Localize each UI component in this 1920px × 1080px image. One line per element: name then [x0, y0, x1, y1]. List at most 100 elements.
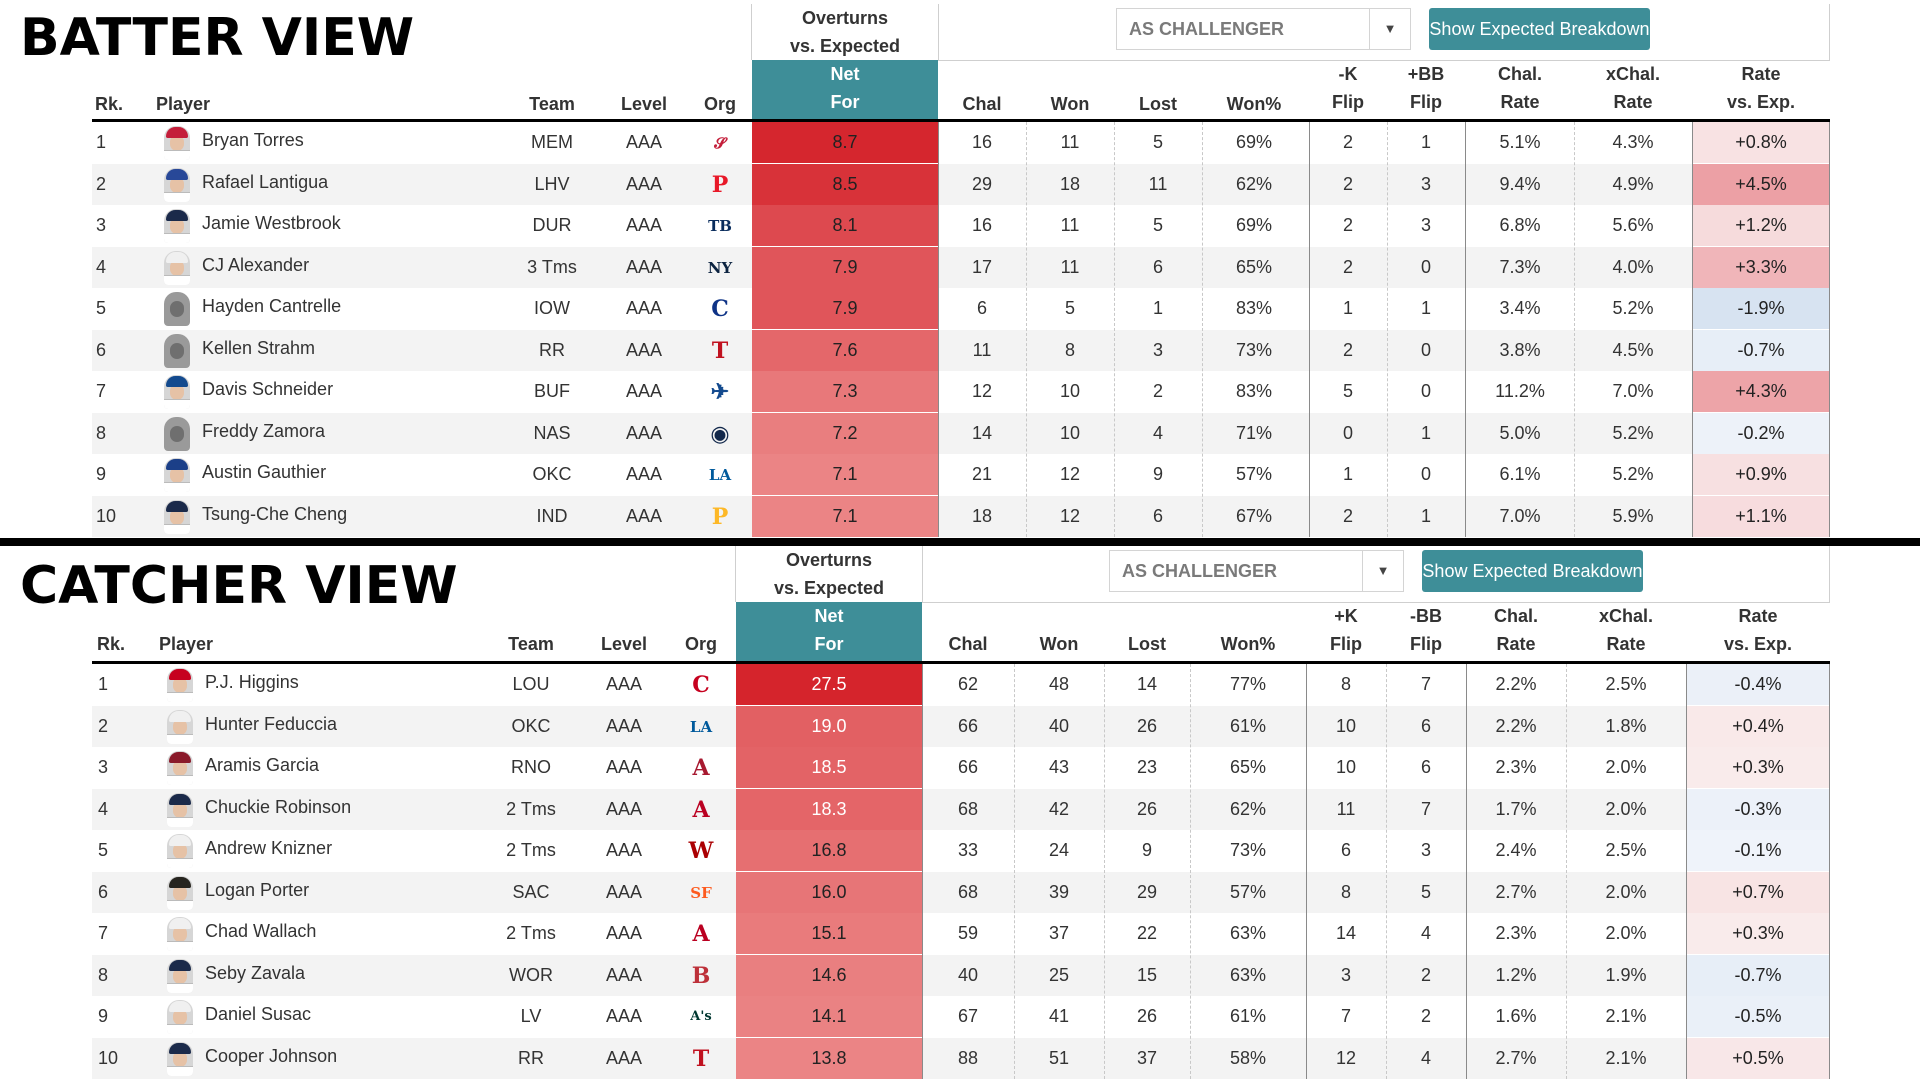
- player-name-link[interactable]: Cooper Johnson: [205, 1045, 338, 1066]
- table-row[interactable]: 7 Davis Schneider BUF AAA ✈ 7.3 12 10 2 83% 5 0 11.2…: [92, 371, 1830, 412]
- chal-rate-header[interactable]: Chal. Rate: [1466, 60, 1574, 116]
- avatar-cap: [166, 459, 188, 470]
- table-row[interactable]: 1 Bryan Torres MEM AAA 𝓢 8.7 16 11 5 69% 2 1 5.1% 4.3…: [92, 122, 1830, 163]
- player-name-link[interactable]: CJ Alexander: [202, 254, 310, 275]
- lost-cell: 4: [1152, 422, 1163, 443]
- lost-header[interactable]: Lost: [1128, 634, 1166, 654]
- player-name-link[interactable]: Hunter Feduccia: [205, 713, 338, 734]
- chal-header[interactable]: Chal: [948, 634, 988, 654]
- player-name-link[interactable]: Andrew Knizner: [205, 838, 333, 858]
- player-name-link[interactable]: Daniel Susac: [205, 1004, 312, 1024]
- chevron-down-icon[interactable]: ▼: [1376, 563, 1390, 578]
- player-header[interactable]: Player: [156, 94, 211, 114]
- chal-rate-cell: 1.7%: [1495, 798, 1537, 819]
- table-row[interactable]: 8 Freddy Zamora NAS AAA ◉ 7.2 14 10 4 71% 0 1 5.0% 5.…: [92, 412, 1830, 454]
- won-pct-header[interactable]: Won%: [1220, 634, 1276, 654]
- rate-vs-exp-header[interactable]: Rate vs. Exp.: [1686, 602, 1830, 658]
- table-row[interactable]: 2 Rafael Lantigua LHV AAA P 8.5 29 18 11 62% 2 3 9.4…: [92, 163, 1830, 205]
- table-row[interactable]: 10 Tsung-Che Cheng IND AAA P 7.1 18 12 6 67% 2 1 7.0…: [92, 495, 1830, 537]
- level-cell: AAA: [605, 923, 643, 943]
- rate-vs-exp-cell: +4.3%: [1692, 371, 1830, 412]
- level-header[interactable]: Level: [600, 634, 648, 654]
- column-rule: [1202, 122, 1203, 537]
- level-cell: AAA: [605, 1047, 643, 1068]
- xchal-rate-header[interactable]: xChal. Rate: [1566, 602, 1686, 658]
- player-name-link[interactable]: Davis Schneider: [202, 379, 334, 399]
- net-for-cell: 7.2: [752, 412, 938, 454]
- k-flip-header[interactable]: -K Flip: [1309, 60, 1387, 116]
- table-row[interactable]: 8 Seby Zavala WOR AAA B 14.6 40 25 15 63% 3 2 1.2% 1.…: [92, 954, 1830, 996]
- table-row[interactable]: 3 Aramis Garcia RNO AAA A 18.5 66 43 23 65% 10 6 2.3…: [92, 747, 1830, 788]
- chal-rate-header[interactable]: Chal. Rate: [1466, 602, 1566, 658]
- player-name-link[interactable]: P.J. Higgins: [205, 672, 299, 692]
- won-header[interactable]: Won: [1039, 634, 1079, 654]
- challenger-dropdown[interactable]: AS CHALLENGER ▼: [1109, 550, 1404, 592]
- table-row[interactable]: 7 Chad Wallach 2 Tms AAA A 15.1 59 37 22 63% 14 4 2.…: [92, 913, 1830, 954]
- table-row[interactable]: 6 Logan Porter SAC AAA SF 16.0 68 39 29 57% 8 5 2.7%…: [92, 871, 1830, 913]
- player-name-link[interactable]: Freddy Zamora: [202, 420, 326, 441]
- show-expected-breakdown-button[interactable]: Show Expected Breakdown: [1429, 8, 1650, 50]
- player-name-link[interactable]: Logan Porter: [205, 879, 310, 900]
- table-row[interactable]: 3 Jamie Westbrook DUR AAA TB 8.1 16 11 5 69% 2 3 6.8…: [92, 205, 1830, 246]
- k-flip-header[interactable]: +K Flip: [1306, 602, 1386, 658]
- avatar-face: [170, 467, 184, 483]
- flip2-cell: 3: [1420, 173, 1431, 194]
- table-row[interactable]: 1 P.J. Higgins LOU AAA C 27.5 62 48 14 77% 8 7 2.2% 2…: [92, 664, 1830, 705]
- won-pct-header[interactable]: Won%: [1226, 94, 1282, 114]
- table-row[interactable]: 6 Kellen Strahm RR AAA T 7.6 11 8 3 73% 2 0 3.8% 4.5%…: [92, 329, 1830, 371]
- flip2-cell: 7: [1420, 674, 1431, 694]
- player-headshot-avatar: [167, 917, 193, 951]
- net-header-line2: For: [814, 634, 844, 654]
- player-name-link[interactable]: Tsung-Che Cheng: [202, 503, 348, 524]
- table-row[interactable]: 9 Austin Gauthier OKC AAA LA 7.1 21 12 9 57% 1 0 6.1…: [92, 454, 1830, 495]
- rank-cell: 6: [96, 339, 107, 360]
- player-name-link[interactable]: Jamie Westbrook: [202, 213, 341, 233]
- player-name-link[interactable]: Bryan Torres: [202, 130, 304, 150]
- player-name-link[interactable]: Austin Gauthier: [202, 462, 327, 482]
- chal-header[interactable]: Chal: [962, 94, 1002, 114]
- won-cell: 43: [1048, 757, 1070, 777]
- player-name-link[interactable]: Aramis Garcia: [205, 755, 320, 775]
- team-header[interactable]: Team: [529, 94, 575, 114]
- bb-flip-header[interactable]: +BB Flip: [1387, 60, 1465, 116]
- header-rule: [751, 4, 752, 60]
- lost-header[interactable]: Lost: [1139, 94, 1177, 114]
- rank-header[interactable]: Rk.: [97, 634, 126, 654]
- player-name-link[interactable]: Seby Zavala: [205, 962, 306, 983]
- table-row[interactable]: 9 Daniel Susac LV AAA A's 14.1 67 41 26 61% 7 2 1.6%…: [92, 996, 1830, 1037]
- chevron-down-icon[interactable]: ▼: [1383, 21, 1397, 36]
- xchal-rate-header[interactable]: xChal. Rate: [1574, 60, 1692, 116]
- bb-flip-header[interactable]: -BB Flip: [1386, 602, 1466, 658]
- won-header[interactable]: Won: [1050, 94, 1090, 114]
- player-name-link[interactable]: Chuckie Robinson: [205, 796, 352, 817]
- rate-vs-exp-header[interactable]: Rate vs. Exp.: [1692, 60, 1830, 116]
- table-row[interactable]: 5 Andrew Knizner 2 Tms AAA W 16.8 33 24 9 73% 6 3 2.…: [92, 830, 1830, 871]
- level-header[interactable]: Level: [620, 94, 668, 114]
- challenger-dropdown[interactable]: AS CHALLENGER ▼: [1116, 8, 1411, 50]
- lost-cell: 5: [1152, 132, 1163, 152]
- header-underline: [92, 661, 1830, 664]
- org-header[interactable]: Org: [684, 634, 717, 654]
- org-header[interactable]: Org: [703, 94, 736, 114]
- show-expected-breakdown-button[interactable]: Show Expected Breakdown: [1422, 550, 1643, 592]
- player-name-link[interactable]: Hayden Cantrelle: [202, 296, 342, 316]
- table-row[interactable]: 4 Chuckie Robinson 2 Tms AAA A 18.3 68 42 26 62% 1…: [92, 788, 1830, 830]
- table-row[interactable]: 4 CJ Alexander 3 Tms AAA NY 7.9 17 11 6 65% 2 0 7.3%…: [92, 246, 1830, 288]
- k-flip-header-line2: Flip: [1330, 634, 1362, 654]
- angels-logo-icon: A: [692, 921, 710, 947]
- player-header[interactable]: Player: [159, 634, 214, 654]
- player-name-link[interactable]: Chad Wallach: [205, 921, 317, 941]
- chal-cell: 68: [957, 798, 979, 819]
- header-rule: [938, 4, 939, 60]
- player-name-link[interactable]: Rafael Lantigua: [202, 171, 329, 192]
- table-row[interactable]: 10 Cooper Johnson RR AAA T 13.8 88 51 37 58% 12 4 2.…: [92, 1037, 1830, 1079]
- net-for-header[interactable]: Net For: [736, 602, 922, 662]
- chal-rate-cell: 6.1%: [1499, 464, 1541, 484]
- table-row[interactable]: 2 Hunter Feduccia OKC AAA LA 19.0 66 40 26 61% 10 6…: [92, 705, 1830, 747]
- table-row[interactable]: 5 Hayden Cantrelle IOW AAA C 7.9 6 5 1 83% 1 1 3.4% 5…: [92, 288, 1830, 329]
- net-for-header[interactable]: Net For: [752, 60, 938, 120]
- batter-view-section: BATTER VIEW Overturns vs. Expected AS CH…: [0, 0, 1920, 538]
- rank-header[interactable]: Rk.: [95, 94, 124, 114]
- player-name-link[interactable]: Kellen Strahm: [202, 337, 316, 358]
- team-header[interactable]: Team: [508, 634, 554, 654]
